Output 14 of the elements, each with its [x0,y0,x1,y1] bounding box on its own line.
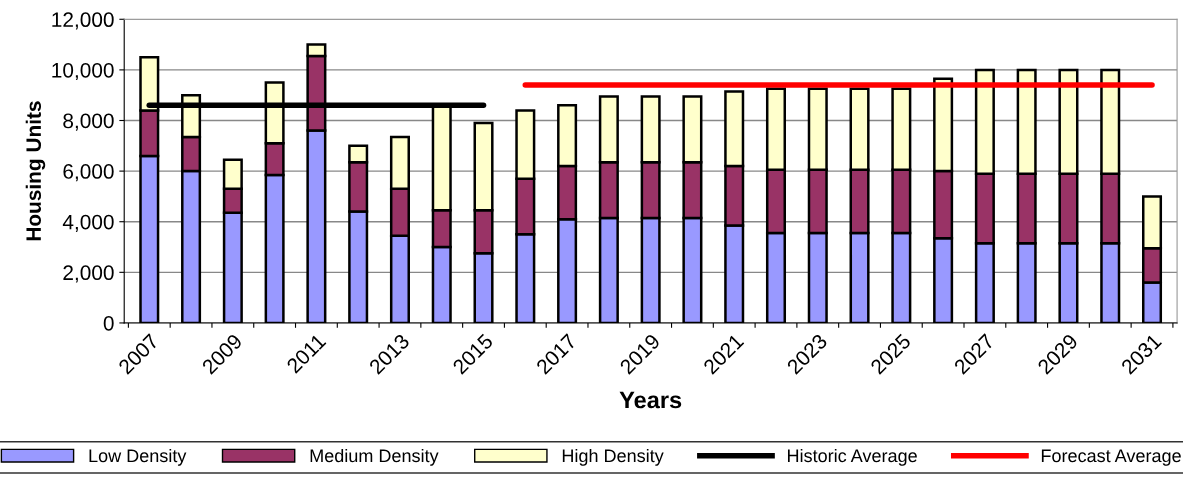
x-axis-title: Years [619,391,682,409]
y-axis-title: Housing Units [25,101,46,241]
legend-label: Medium Density [310,448,439,466]
y-tick-label: 4,000 [62,214,114,232]
y-tick-label: 12,000 [52,12,114,30]
legend-label: Low Density [89,448,187,466]
legend-label: Forecast Average [1041,449,1181,466]
y-tick-label: 0 [103,315,114,331]
legend-label: High Density [562,448,664,466]
y-tick-label: 2,000 [63,265,114,283]
y-tick-label: 6,000 [63,164,114,182]
legend-label: Historic Average [787,448,917,466]
y-tick-label: 8,000 [63,113,114,131]
y-tick-label: 10,000 [52,62,114,81]
